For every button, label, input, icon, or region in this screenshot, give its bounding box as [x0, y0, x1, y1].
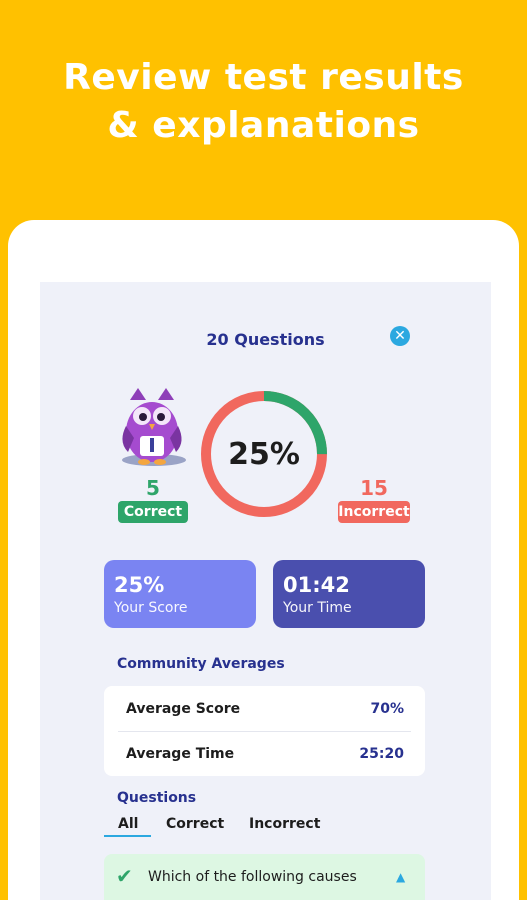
tab-all[interactable]: All: [118, 816, 139, 832]
your-score-value: 25%: [114, 573, 165, 597]
check-icon: ✔: [116, 864, 133, 888]
average-time-label: Average Time: [126, 746, 235, 762]
donut-correct-arc: [201, 391, 327, 517]
incorrect-badge: Incorrect: [338, 501, 410, 523]
your-score-label: Your Score: [114, 600, 188, 616]
results-screen: 20 Questions ✕ 25% 5 Correct 15 Incorrec…: [40, 282, 491, 900]
question-item[interactable]: ✔ Which of the following causes ▲: [104, 854, 425, 900]
correct-count: 5: [146, 476, 160, 500]
divider: [118, 731, 411, 732]
tab-correct[interactable]: Correct: [166, 816, 225, 832]
owl-mascot-icon: [122, 388, 182, 465]
headline-line-2: & explanations: [107, 105, 420, 146]
results-title: 20 Questions: [206, 330, 325, 349]
your-time-value: 01:42: [283, 573, 350, 597]
incorrect-count: 15: [360, 476, 388, 500]
average-score-row: Average Score 70%: [126, 687, 404, 731]
close-icon[interactable]: ✕: [390, 326, 410, 346]
your-score-card: 25% Your Score: [104, 560, 256, 628]
average-time-value: 25:20: [359, 746, 404, 762]
question-text: Which of the following causes: [148, 869, 357, 885]
questions-title: Questions: [117, 790, 197, 806]
community-averages-title: Community Averages: [117, 656, 285, 672]
headline-line-1: Review test results: [63, 57, 464, 98]
score-donut-chart: [201, 391, 327, 517]
community-averages-card: Average Score 70% Average Time 25:20: [104, 686, 425, 776]
your-time-card: 01:42 Your Time: [273, 560, 425, 628]
average-time-row: Average Time 25:20: [126, 732, 404, 776]
average-score-label: Average Score: [126, 701, 241, 717]
correct-badge: Correct: [118, 501, 188, 523]
score-percent: 25%: [228, 436, 300, 472]
average-score-value: 70%: [370, 701, 404, 717]
active-tab-indicator: [104, 835, 151, 837]
tab-incorrect[interactable]: Incorrect: [249, 816, 321, 832]
your-time-label: Your Time: [283, 600, 352, 616]
headline: Review test results & explanations: [0, 54, 527, 150]
chevron-up-icon[interactable]: ▲: [396, 870, 406, 884]
